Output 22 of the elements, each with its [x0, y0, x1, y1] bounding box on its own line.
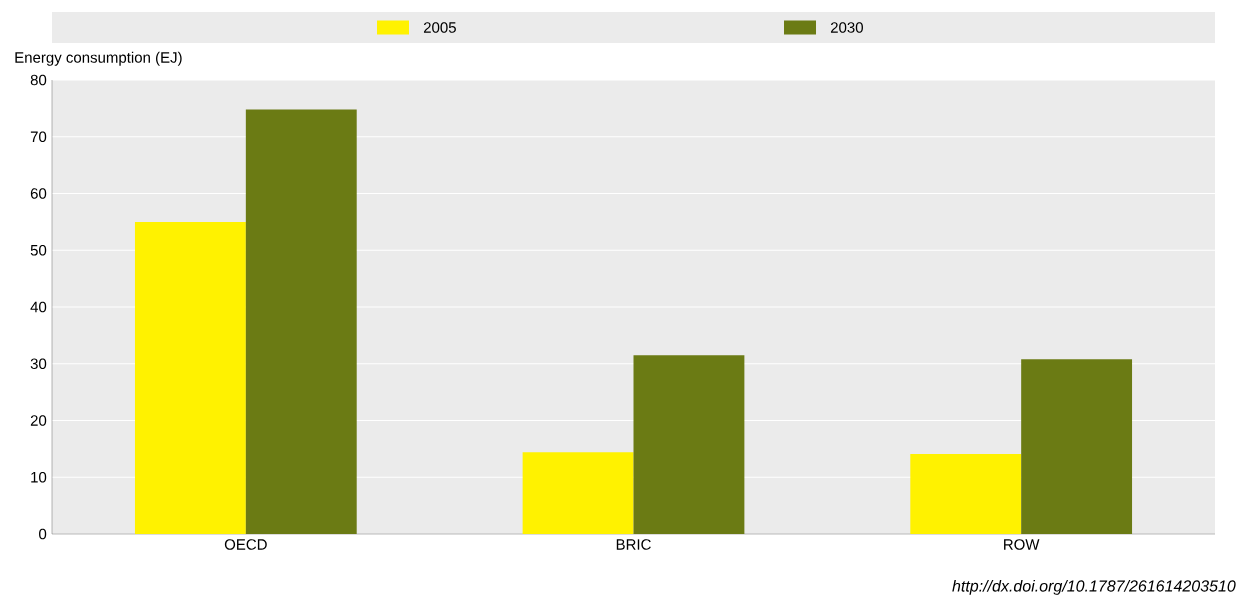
text: http://dx.doi.org/10.1787/261614203510: [952, 579, 1236, 595]
y-tick-label: 10: [31, 471, 47, 483]
bar: [522, 452, 634, 534]
y-tick-label: 20: [30, 415, 47, 426]
y-tick-label: 40: [30, 301, 47, 313]
x-tick-label: OECD: [224, 539, 267, 550]
bar: [134, 221, 246, 534]
bar: [1021, 359, 1133, 534]
bar: [245, 109, 357, 534]
y-tick-label: 0: [39, 528, 47, 540]
legend-label: 2030: [830, 22, 863, 33]
legend-label: 2005: [423, 22, 456, 33]
bar: [633, 355, 745, 534]
x-tick-label: ROW: [1004, 539, 1040, 550]
y-tick-label: 30: [30, 358, 47, 370]
y-tick-label: 50: [30, 244, 47, 256]
y-tick-label: 60: [30, 188, 47, 199]
x-tick-label: BRIC: [616, 539, 651, 550]
y-tick-label: 70: [30, 131, 47, 143]
y-axis-title: Energy consumption (EJ): [15, 51, 182, 66]
y-tick-label: 80: [30, 74, 47, 86]
bar: [910, 453, 1022, 534]
